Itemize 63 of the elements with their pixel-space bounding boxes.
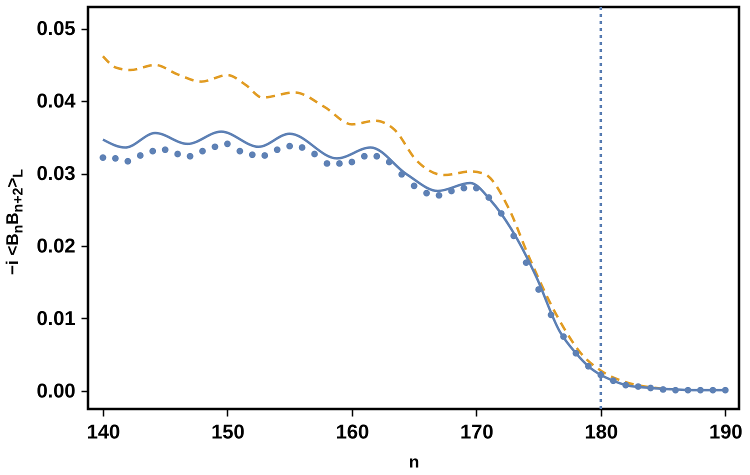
point xyxy=(286,142,293,150)
point xyxy=(410,182,418,190)
y-tick-label: 0.01 xyxy=(36,308,76,330)
point xyxy=(186,152,194,160)
x-tick-label: 180 xyxy=(584,422,618,444)
point xyxy=(199,148,206,154)
point xyxy=(684,386,692,394)
point xyxy=(522,259,530,266)
point xyxy=(174,150,181,158)
point xyxy=(373,152,380,160)
point xyxy=(212,143,218,150)
x-tick-label: 150 xyxy=(211,422,245,444)
point xyxy=(448,188,455,194)
x-tick-label: 160 xyxy=(336,422,370,444)
point xyxy=(710,386,716,394)
point xyxy=(398,170,406,178)
point xyxy=(386,158,393,166)
point xyxy=(622,382,630,388)
y-tick-label: 0.03 xyxy=(36,163,76,186)
point xyxy=(348,158,356,166)
point xyxy=(436,192,442,199)
point xyxy=(162,146,169,154)
point xyxy=(660,386,666,393)
point xyxy=(100,154,106,162)
point xyxy=(423,190,430,196)
y-tick-label: 0.05 xyxy=(36,18,76,40)
point xyxy=(634,383,642,390)
x-tick-label: 170 xyxy=(460,422,494,444)
x-axis-title: n xyxy=(408,452,420,472)
x-tick-label: 140 xyxy=(86,422,120,444)
point xyxy=(548,311,554,318)
point xyxy=(149,148,156,154)
point xyxy=(510,232,518,240)
point xyxy=(460,184,468,192)
y-tick-label: 0.00 xyxy=(36,380,76,402)
point xyxy=(498,210,505,217)
point xyxy=(360,152,368,160)
point xyxy=(485,194,492,201)
point xyxy=(535,286,542,293)
point xyxy=(311,150,318,158)
point xyxy=(697,386,704,394)
point xyxy=(473,184,480,192)
point xyxy=(324,160,330,167)
point xyxy=(224,140,231,148)
point xyxy=(236,148,244,154)
point xyxy=(560,333,567,340)
point xyxy=(722,386,729,394)
point xyxy=(672,386,679,394)
point xyxy=(124,158,132,165)
point xyxy=(572,350,580,357)
point xyxy=(136,152,144,159)
point xyxy=(610,377,617,384)
point xyxy=(248,151,256,158)
point xyxy=(112,155,119,162)
point xyxy=(336,160,343,167)
point xyxy=(647,384,654,392)
point xyxy=(261,152,268,159)
y-tick-label: 0.04 xyxy=(36,90,76,113)
point xyxy=(585,362,592,370)
point xyxy=(298,144,306,151)
x-tick-label: 190 xyxy=(709,422,742,444)
y-tick-label: 0.02 xyxy=(36,236,76,258)
point xyxy=(274,146,281,154)
